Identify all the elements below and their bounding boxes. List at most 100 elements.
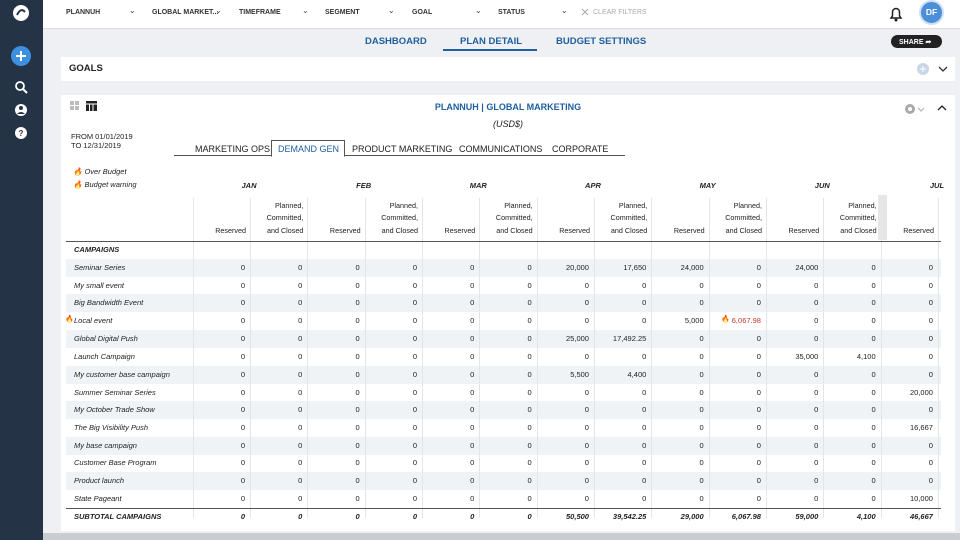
cell: 0 [412,441,417,450]
cell: 0 [814,405,819,414]
header-line [66,241,941,242]
bottom-bar [43,533,960,540]
cell: 0 [527,370,532,379]
cell: 20,000 [910,388,933,397]
cell: 0 [355,476,360,485]
view-icons[interactable] [69,100,99,112]
row-name: Launch Campaign [74,352,135,361]
cell: 0 [412,334,417,343]
month: APR [585,181,601,190]
cell: 0 [871,334,876,343]
plan-tab[interactable]: MARKETING OPS [195,144,271,154]
sidebar: ? [0,0,43,540]
cell: 0 [871,388,876,397]
filter[interactable]: PLANNUH [66,9,101,16]
cell: 0 [814,388,819,397]
date-from: FROM 01/01/2019 [71,132,133,141]
currency: (USD$) [492,119,523,129]
cell: 29,000 [680,512,704,521]
cell: 0 [298,281,303,290]
cell: 0 [298,458,303,467]
row-stripe [66,259,941,277]
cell: 0 [928,458,933,467]
share-button[interactable]: SHARE ➦ [891,35,942,48]
cell: 0 [240,316,245,325]
bell[interactable] [886,4,906,24]
cell: 0 [871,405,876,414]
cell: 0 [355,512,360,521]
col-line [364,198,366,518]
filter[interactable]: TIMEFRAME [239,9,281,16]
filter-chevron[interactable]: ⌄ [475,6,482,15]
row-name: My October Trade Show [74,405,155,414]
goals-icons[interactable] [915,61,951,77]
cell: 0 [355,316,360,325]
nav-tab[interactable]: PLAN DETAIL [460,36,523,47]
cell: 0 [240,281,245,290]
filter[interactable]: GOAL [412,9,433,16]
cell: 0 [355,370,360,379]
cell: 0 [584,298,589,307]
plan-tab[interactable]: CORPORATE [552,144,609,154]
row-name: Big Bandwidth Event [74,298,144,307]
cell: 0 [814,476,819,485]
nav-tab[interactable]: DASHBOARD [365,36,427,47]
plan-title: PLANNUH | GLOBAL MARKETING [434,102,582,112]
cell: 0 [814,458,819,467]
cell: 0 [240,458,245,467]
filter[interactable]: SEGMENT [325,9,360,16]
filter-chevron[interactable]: ⌄ [302,6,309,15]
filter[interactable]: GLOBAL MARKET... [152,9,219,16]
cell: 0 [584,405,589,414]
cell: 0 [699,458,704,467]
cell: 0 [928,316,933,325]
scrollbar[interactable] [878,195,887,240]
cell: 0 [470,316,475,325]
cell: 0 [814,370,819,379]
cell: 0 [642,441,647,450]
section-label: CAMPAIGNS [74,245,120,254]
filter-chevron[interactable]: ⌄ [561,6,568,15]
cell: 0 [355,263,360,272]
cell: 46,667 [910,512,933,521]
cell: 0 [240,370,245,379]
cell: 0 [699,494,704,503]
cell: 0 [527,263,532,272]
row-name: Global Digital Push [74,334,138,343]
cell: 0 [240,423,245,432]
cell: 5,500 [570,370,589,379]
cell: 0 [412,352,417,361]
tab-underline [443,49,537,51]
cell: 0 [298,405,303,414]
filter-chevron[interactable]: ⌄ [388,6,395,15]
plan-tab[interactable]: PRODUCT MARKETING [352,144,453,154]
plan-tab[interactable]: COMMUNICATIONS [459,144,543,154]
cell: 0 [699,334,704,343]
plan-tab[interactable]: DEMAND GEN [278,144,340,154]
settings-icons[interactable] [903,101,953,117]
cell: 0 [928,405,933,414]
cell: 0 [240,352,245,361]
cell: 0 [527,298,532,307]
col-line [250,198,251,518]
cell: 35,000 [795,352,819,361]
filter[interactable]: STATUS [498,9,525,16]
filter-chevron[interactable]: ⌄ [129,6,136,15]
avatar[interactable]: DF [919,0,944,25]
cell: 0 [298,352,303,361]
clear-filters[interactable]: CLEAR FILTERS [593,9,647,16]
cell: 0 [470,423,475,432]
filter-chevron[interactable]: ⌄ [215,6,222,15]
cell: 0 [642,298,647,307]
cell: 0 [699,476,704,485]
nav-tab[interactable]: BUDGET SETTINGS [556,36,647,47]
legend-warning: 🔥 Budget warning [73,180,137,189]
cell: 0 [756,476,761,485]
month: JUL [929,181,945,190]
cell: 0 [756,352,761,361]
cell: 0 [756,263,761,272]
row-name: My small event [74,281,125,290]
cell: 0 [527,405,532,414]
col-line [708,198,710,518]
